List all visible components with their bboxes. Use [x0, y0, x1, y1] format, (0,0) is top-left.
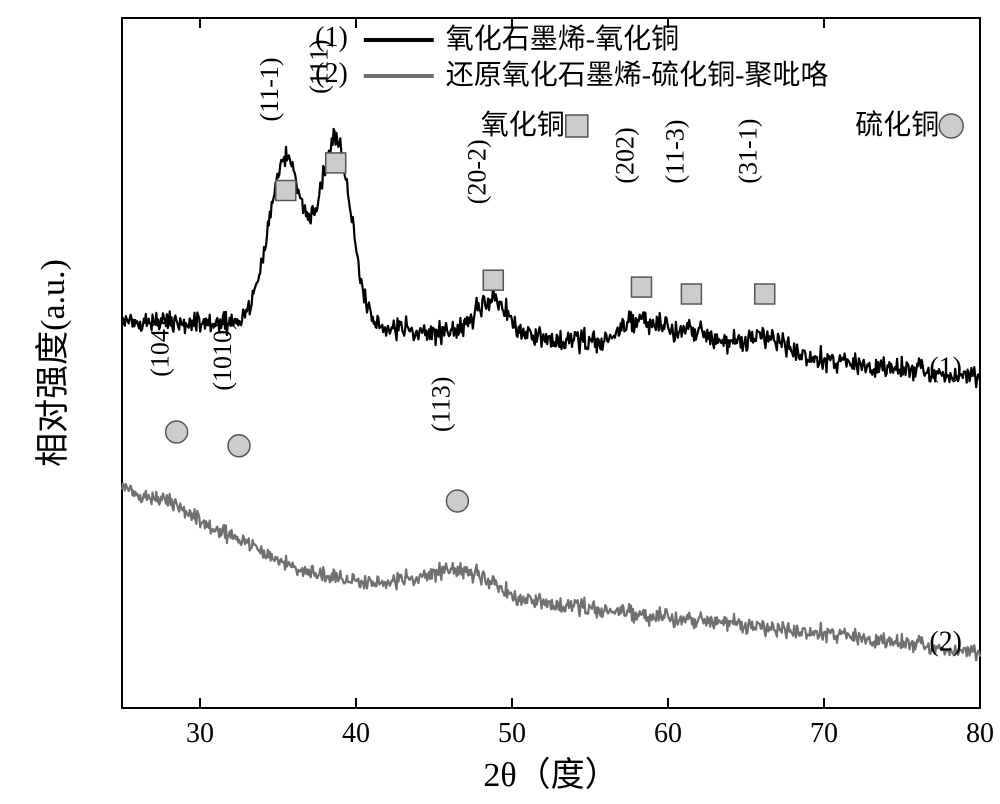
peak-label: (113) — [426, 377, 455, 432]
peak-label: (104) — [146, 320, 175, 376]
peak-label: (31-1) — [734, 119, 763, 184]
circle-marker — [166, 421, 188, 443]
x-tick-label: 50 — [498, 718, 526, 749]
square-marker — [631, 277, 651, 297]
circle-marker — [446, 490, 468, 512]
x-axis-title: 2θ（度） — [483, 756, 618, 794]
legend-idx: (1) — [315, 22, 348, 53]
circle-marker — [939, 114, 963, 138]
x-tick-label: 60 — [654, 718, 682, 749]
chart-svg: 30 40 50 60 70 80 2θ（度） 相对强度(a.u.) (1) (2) (11-1) (… — [0, 0, 1000, 804]
legend-marker-label: 氧化铜 — [481, 109, 565, 141]
square-marker — [483, 270, 503, 290]
peak-label: (20-2) — [462, 139, 491, 204]
x-tick-label: 30 — [186, 718, 214, 749]
square-marker — [326, 153, 346, 173]
peak-label: (11-1) — [255, 57, 284, 121]
legend-marker-label: 硫化铜 — [855, 109, 939, 141]
square-marker — [276, 181, 296, 201]
legend-label: 还原氧化石墨烯-硫化铜-聚吡咯 — [446, 59, 829, 91]
peak-label: (202) — [610, 127, 639, 183]
y-axis-title: 相对强度(a.u.) — [34, 259, 72, 467]
series-curve2 — [122, 483, 980, 660]
legend-label: 氧化石墨烯-氧化铜 — [446, 23, 679, 55]
x-tick-label: 40 — [342, 718, 370, 749]
series-curve1 — [122, 129, 980, 387]
xrd-chart: 30 40 50 60 70 80 2θ（度） 相对强度(a.u.) (1) (2) (11-1) (… — [0, 0, 1000, 804]
square-marker — [755, 284, 775, 304]
peak-label: (1010) — [208, 321, 237, 390]
legend-idx: (2) — [315, 58, 348, 89]
series-label-curve2: (2) — [929, 626, 962, 657]
circle-marker — [228, 435, 250, 457]
square-marker — [566, 115, 588, 137]
series-label-curve1: (1) — [929, 353, 962, 384]
peak-label: (11-3) — [660, 120, 689, 184]
square-marker — [681, 284, 701, 304]
x-tick-label: 70 — [810, 718, 838, 749]
x-tick-label: 80 — [966, 718, 994, 749]
